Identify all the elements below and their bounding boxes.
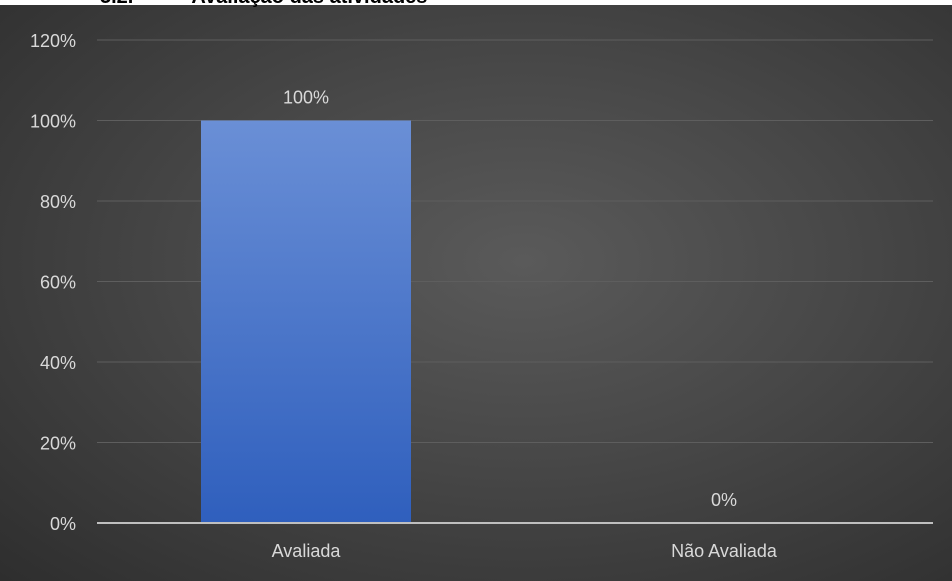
section-number: 3.2. <box>100 0 133 8</box>
page-top-strip: 3.2. Avaliação das atividades <box>0 0 952 8</box>
y-tick-label: 20% <box>40 434 76 454</box>
y-axis-tick-labels: 0% 20% 40% 60% 80% 100% 120% <box>30 31 76 534</box>
y-tick-label: 80% <box>40 192 76 212</box>
data-labels: 100% 0% <box>283 88 737 511</box>
data-label: 100% <box>283 88 329 108</box>
x-category-label: Não Avaliada <box>671 541 778 561</box>
bar <box>201 120 411 523</box>
data-label: 0% <box>711 490 737 510</box>
x-category-label: Avaliada <box>272 541 342 561</box>
section-heading: 3.2. Avaliação das atividades <box>100 0 427 9</box>
y-tick-label: 100% <box>30 112 76 132</box>
section-title: Avaliação das atividades <box>191 0 427 8</box>
x-axis-category-labels: Avaliada Não Avaliada <box>272 541 778 561</box>
y-tick-label: 40% <box>40 353 76 373</box>
bars <box>201 120 411 523</box>
y-tick-label: 0% <box>50 514 76 534</box>
y-tick-label: 120% <box>30 31 76 51</box>
y-tick-label: 60% <box>40 273 76 293</box>
